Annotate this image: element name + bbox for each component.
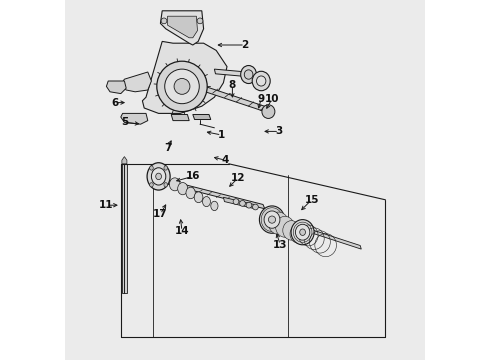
Polygon shape xyxy=(171,114,189,121)
Ellipse shape xyxy=(252,204,258,210)
Ellipse shape xyxy=(291,220,314,245)
Text: 3: 3 xyxy=(275,126,283,136)
Ellipse shape xyxy=(165,69,199,104)
Text: 16: 16 xyxy=(186,171,200,181)
Ellipse shape xyxy=(261,208,283,231)
Ellipse shape xyxy=(264,211,280,228)
Ellipse shape xyxy=(161,18,167,24)
Polygon shape xyxy=(149,176,265,209)
Text: 1: 1 xyxy=(218,130,225,140)
Ellipse shape xyxy=(149,183,153,187)
Ellipse shape xyxy=(246,202,252,208)
Ellipse shape xyxy=(164,166,168,170)
Polygon shape xyxy=(160,11,204,45)
Text: 15: 15 xyxy=(304,195,319,205)
Ellipse shape xyxy=(202,197,210,207)
Ellipse shape xyxy=(170,178,180,191)
Text: 12: 12 xyxy=(231,173,245,183)
Text: 11: 11 xyxy=(99,200,114,210)
Text: 6: 6 xyxy=(111,98,118,108)
Ellipse shape xyxy=(211,201,218,211)
Ellipse shape xyxy=(259,206,285,233)
Text: 13: 13 xyxy=(273,240,288,250)
Text: 10: 10 xyxy=(265,94,279,104)
Ellipse shape xyxy=(174,78,190,94)
Polygon shape xyxy=(215,69,248,77)
Ellipse shape xyxy=(252,71,270,91)
Polygon shape xyxy=(122,164,127,293)
Ellipse shape xyxy=(241,66,257,84)
Ellipse shape xyxy=(149,166,153,170)
Text: 9: 9 xyxy=(258,94,265,104)
Ellipse shape xyxy=(151,168,166,185)
Ellipse shape xyxy=(269,212,289,234)
Polygon shape xyxy=(121,113,148,124)
Polygon shape xyxy=(168,16,197,38)
Ellipse shape xyxy=(147,163,170,190)
Ellipse shape xyxy=(194,192,203,203)
Ellipse shape xyxy=(257,76,266,86)
Polygon shape xyxy=(312,230,361,249)
Text: 8: 8 xyxy=(229,80,236,90)
Polygon shape xyxy=(205,87,272,113)
Text: 5: 5 xyxy=(121,117,128,127)
Ellipse shape xyxy=(290,225,306,243)
Text: 4: 4 xyxy=(221,155,229,165)
Ellipse shape xyxy=(197,18,203,24)
Ellipse shape xyxy=(233,199,239,204)
Ellipse shape xyxy=(156,173,162,180)
Ellipse shape xyxy=(300,229,305,235)
Polygon shape xyxy=(106,81,126,94)
Ellipse shape xyxy=(157,61,207,112)
Ellipse shape xyxy=(295,224,310,240)
Polygon shape xyxy=(223,197,255,209)
Text: 2: 2 xyxy=(242,40,248,50)
Text: 17: 17 xyxy=(153,209,168,219)
Ellipse shape xyxy=(178,183,188,195)
Ellipse shape xyxy=(186,187,196,199)
Polygon shape xyxy=(122,157,127,164)
Ellipse shape xyxy=(275,216,294,237)
Ellipse shape xyxy=(283,221,300,240)
Ellipse shape xyxy=(240,201,245,206)
Ellipse shape xyxy=(164,183,168,187)
Text: 7: 7 xyxy=(164,143,171,153)
Ellipse shape xyxy=(245,70,253,79)
Ellipse shape xyxy=(262,105,275,118)
Polygon shape xyxy=(263,218,297,236)
Polygon shape xyxy=(121,72,151,92)
Text: 14: 14 xyxy=(175,226,189,236)
Polygon shape xyxy=(193,114,211,120)
Polygon shape xyxy=(143,41,227,113)
Ellipse shape xyxy=(269,216,275,223)
